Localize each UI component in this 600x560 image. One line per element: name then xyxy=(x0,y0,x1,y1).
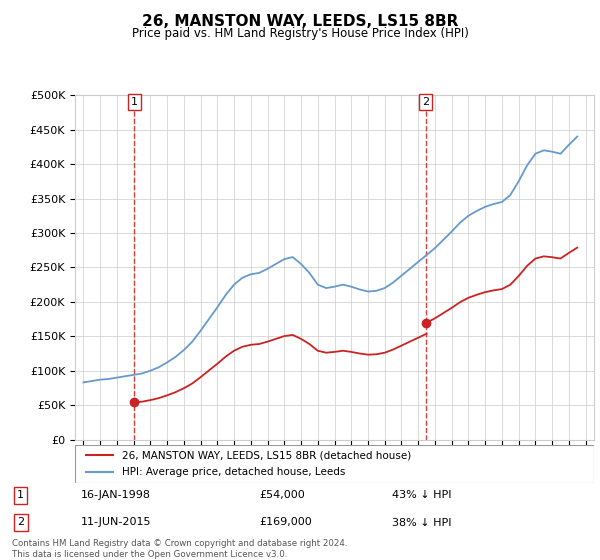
Text: 26, MANSTON WAY, LEEDS, LS15 8BR: 26, MANSTON WAY, LEEDS, LS15 8BR xyxy=(142,14,458,29)
FancyBboxPatch shape xyxy=(75,445,594,483)
Text: Price paid vs. HM Land Registry's House Price Index (HPI): Price paid vs. HM Land Registry's House … xyxy=(131,27,469,40)
Text: 43% ↓ HPI: 43% ↓ HPI xyxy=(392,491,452,501)
Text: 2: 2 xyxy=(17,517,24,528)
Text: 1: 1 xyxy=(131,97,138,108)
Text: HPI: Average price, detached house, Leeds: HPI: Average price, detached house, Leed… xyxy=(122,467,345,477)
Text: £169,000: £169,000 xyxy=(260,517,313,528)
Text: 26, MANSTON WAY, LEEDS, LS15 8BR (detached house): 26, MANSTON WAY, LEEDS, LS15 8BR (detach… xyxy=(122,450,411,460)
Text: 1: 1 xyxy=(17,491,24,501)
Text: Contains HM Land Registry data © Crown copyright and database right 2024.
This d: Contains HM Land Registry data © Crown c… xyxy=(12,539,347,559)
Text: 38% ↓ HPI: 38% ↓ HPI xyxy=(392,517,452,528)
Text: 11-JUN-2015: 11-JUN-2015 xyxy=(81,517,152,528)
Text: 2: 2 xyxy=(422,97,429,108)
Text: 16-JAN-1998: 16-JAN-1998 xyxy=(81,491,151,501)
Text: £54,000: £54,000 xyxy=(260,491,305,501)
